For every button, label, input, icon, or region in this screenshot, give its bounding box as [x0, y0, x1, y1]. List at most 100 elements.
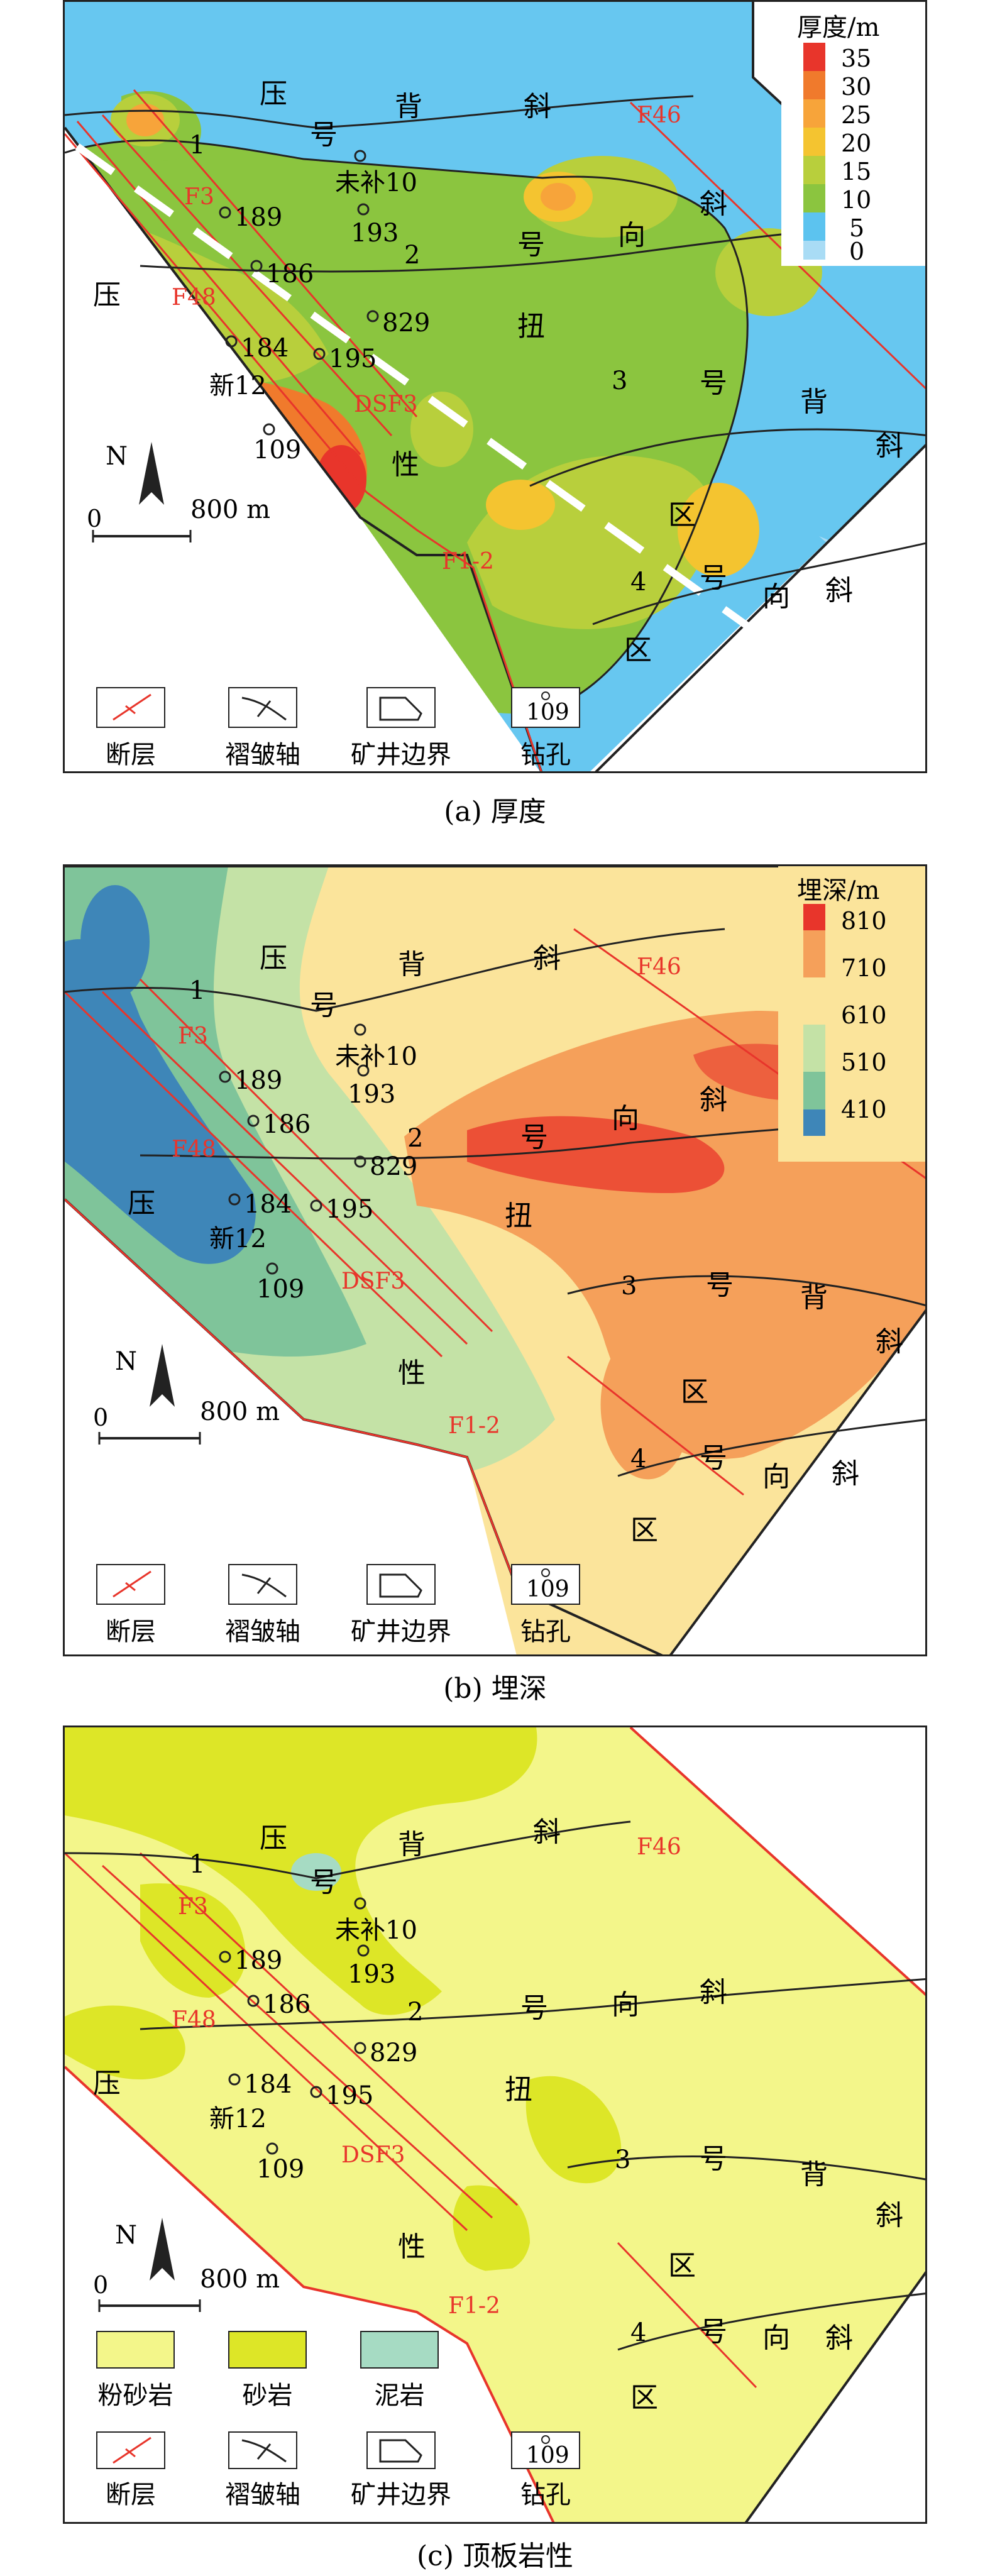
borehole-label: 184: [241, 334, 289, 363]
fault-legend-icon: [96, 687, 165, 728]
borehole-legend-icon: 109: [511, 2431, 580, 2469]
fold-label-xie-3: 斜: [876, 1326, 903, 1358]
fold-label-xie-mid: 斜: [700, 1084, 727, 1116]
scale-distance: 800 m: [190, 495, 270, 524]
colorbar-tick: 0: [849, 238, 865, 265]
borehole-label: 184: [244, 2070, 292, 2099]
borehole-legend-label: 钻孔: [520, 2480, 571, 2509]
borehole-label: 189: [234, 203, 283, 232]
fold-label-xiang-4: 向: [762, 1461, 790, 1493]
region-label-qu-bottom: 区: [624, 634, 652, 666]
fold-label-xie-4: 斜: [825, 2322, 853, 2354]
burial-depth-map-panel: 1 压 号 背 斜 2 号 向 斜 压 扭 性 3 号 背 斜 区 4 号 向 …: [63, 864, 927, 1656]
fold-label-hao: 号: [310, 989, 338, 1021]
fold-label-2: 2: [404, 241, 421, 270]
mine-boundary-legend-icon: [366, 2431, 436, 2469]
fold-label-xiang-4: 向: [762, 581, 790, 613]
fold-axis-legend-label: 褶皱轴: [225, 1617, 300, 1646]
region-label-xing: 性: [392, 449, 419, 481]
borehole-label: 189: [234, 1946, 283, 1975]
borehole-label: 未补10: [335, 1916, 417, 1945]
fold-label-hao-mid: 号: [517, 229, 545, 261]
colorbar-tick: 10: [841, 186, 872, 214]
north-arrow-icon: [150, 1344, 175, 1407]
fold-label-3: 3: [612, 366, 628, 395]
scale-zero: 0: [93, 1404, 109, 1431]
colorbar-tick: 710: [841, 954, 887, 982]
fault-legend-label: 断层: [106, 2480, 156, 2509]
scale-distance: 800 m: [200, 2265, 280, 2294]
fold-label-hao: 号: [310, 1866, 338, 1898]
fold-axis-legend-icon: [228, 1564, 297, 1605]
colorbar-tick: 35: [841, 45, 872, 72]
fault-label-f48: F48: [172, 1137, 216, 1162]
region-label-xing: 性: [398, 1357, 426, 1389]
mine-boundary-legend-icon: [366, 1564, 436, 1605]
north-label: N: [115, 1347, 137, 1376]
fault-label-dsf3: DSF3: [354, 392, 418, 417]
siltstone-swatch: [96, 2331, 175, 2369]
fold-axis-legend-icon: [228, 2431, 297, 2469]
borehole-label: 195: [329, 344, 377, 373]
borehole-label: 186: [266, 260, 314, 289]
borehole-label: 829: [382, 309, 431, 338]
thickness-map-panel: 1 压 号 背 斜 2 号 向 斜 压 扭 性 3 号 背 斜 区 4 号 向 …: [63, 0, 927, 773]
region-label-qu-bottom: 区: [630, 2382, 658, 2414]
colorbar-tick: 410: [841, 1096, 887, 1123]
fold-label-1: 1: [189, 131, 206, 160]
fold-label-bei-3: 背: [800, 1282, 828, 1314]
fold-label-xie-4: 斜: [825, 575, 853, 607]
thickness-colorbar: 厚度/m 35 30 25 20 15 10 5 0: [781, 2, 925, 266]
region-label-ya: 压: [93, 279, 121, 311]
borehole-label: 195: [326, 1195, 374, 1224]
borehole-label: 195: [326, 2081, 374, 2110]
fault-label-f3: F3: [178, 1894, 208, 1920]
fold-label-1: 1: [189, 1850, 206, 1879]
borehole-label: 109: [253, 436, 302, 465]
north-label: N: [115, 2221, 137, 2250]
fold-label-4: 4: [630, 2318, 647, 2347]
fold-label-hao-4: 号: [700, 562, 727, 594]
borehole-legend-label: 钻孔: [520, 740, 571, 769]
borehole-legend-sample: 109: [526, 700, 569, 725]
fold-axis-legend-icon: [228, 687, 297, 728]
region-label-ya: 压: [128, 1187, 155, 1219]
fault-label-f3: F3: [178, 1023, 208, 1049]
fault-legend-icon: [96, 1564, 165, 1605]
colorbar-swatches: [803, 904, 825, 1136]
north-arrow-icon: [150, 2218, 175, 2281]
fold-label-xiang: 向: [612, 1103, 639, 1135]
fold-label-hao-mid: 号: [520, 1121, 548, 1153]
scale-zero: 0: [93, 2271, 109, 2299]
borehole-legend-sample: 109: [526, 2443, 569, 2469]
borehole-label: 189: [234, 1066, 283, 1095]
fault-legend-label: 断层: [106, 740, 156, 769]
borehole-legend-sample: 109: [526, 1577, 569, 1602]
fold-label-xie-3: 斜: [876, 2199, 903, 2232]
colorbar-tick: 30: [841, 73, 872, 101]
borehole-label: 新12: [209, 2105, 267, 2133]
borehole-legend-icon: 109: [511, 1564, 580, 1605]
north-label: N: [106, 442, 128, 471]
fold-axis-legend-label: 褶皱轴: [225, 2480, 300, 2509]
fault-label-f3: F3: [184, 184, 214, 210]
fault-label-f12: F1-2: [448, 1413, 500, 1439]
north-arrow-icon: [139, 442, 164, 505]
fault-label-f46: F46: [637, 102, 681, 128]
fold-label-bei: 背: [398, 1829, 426, 1861]
fold-label-hao-3: 号: [706, 1269, 734, 1301]
fault-label-f46: F46: [637, 954, 681, 980]
region-label-niu: 扭: [505, 1200, 532, 1232]
colorbar-title: 埋深/m: [797, 876, 880, 905]
borehole-label: 193: [348, 1080, 396, 1109]
borehole-label: 新12: [209, 1225, 267, 1253]
scale-zero: 0: [87, 505, 102, 532]
colorbar-tick: 5: [849, 214, 865, 242]
colorbar-tick: 15: [841, 158, 872, 185]
caption-a: (a) 厚度: [444, 796, 546, 828]
fault-label-dsf3: DSF3: [341, 2142, 405, 2168]
fold-label-xiang-4: 向: [762, 2322, 790, 2354]
borehole-legend-label: 钻孔: [520, 1617, 571, 1646]
region-label-qu-mid: 区: [668, 2250, 696, 2282]
fold-label-1: 1: [189, 976, 206, 1005]
